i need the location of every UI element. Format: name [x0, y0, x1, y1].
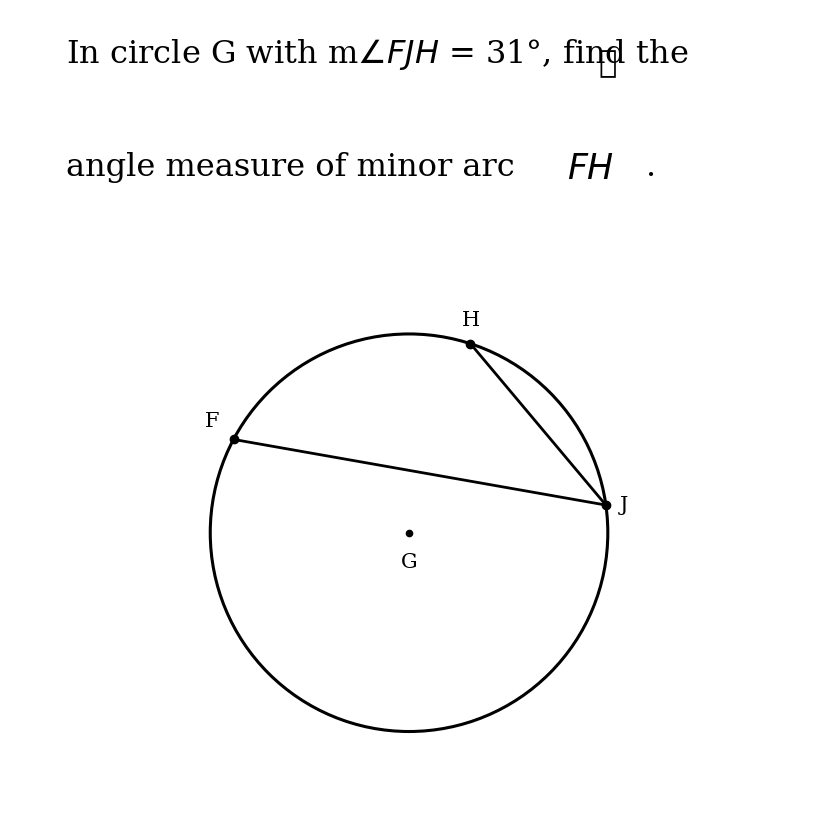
Text: H: H: [461, 311, 479, 330]
Text: $\mathit{FH}$: $\mathit{FH}$: [566, 152, 614, 186]
Text: F: F: [205, 412, 219, 431]
Text: G: G: [400, 553, 417, 571]
Text: angle measure of minor arc: angle measure of minor arc: [66, 152, 524, 183]
Text: .: .: [645, 152, 655, 183]
Text: ⌢: ⌢: [598, 49, 616, 78]
Text: J: J: [619, 496, 628, 514]
Text: In circle G with m$\angle \mathit{FJH}$ = 31°, find the: In circle G with m$\angle \mathit{FJH}$ …: [66, 37, 688, 72]
